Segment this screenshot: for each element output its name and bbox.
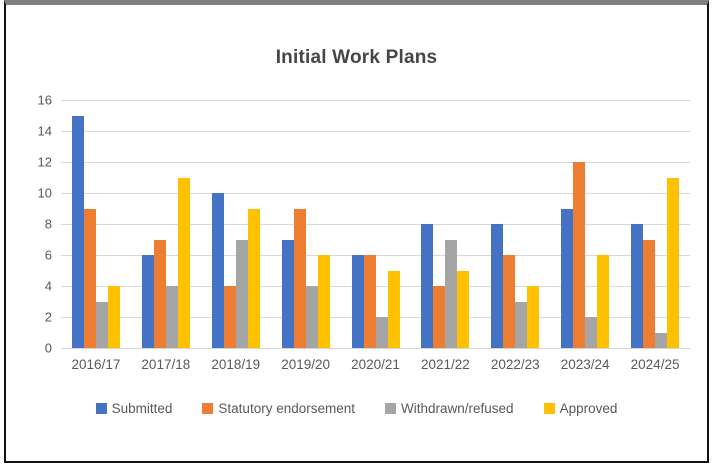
legend-item-withdrawn-refused: Withdrawn/refused — [385, 401, 514, 416]
bar-withdrawn-refused-2023/24 — [585, 317, 598, 348]
bar-submitted-2017/18 — [141, 255, 154, 348]
legend-swatch-icon — [543, 403, 555, 414]
bar-approved-2019/20 — [317, 255, 330, 348]
bar-withdrawn-refused-2019/20 — [305, 286, 318, 348]
bar-group-2022/23 — [480, 100, 550, 348]
gridline-12 — [61, 162, 690, 163]
bar-approved-2017/18 — [177, 177, 190, 348]
x-tick-label-2016/17: 2016/17 — [71, 357, 121, 372]
x-tick-label-2019/20: 2019/20 — [281, 357, 331, 372]
x-tick-label-2022/23: 2022/23 — [490, 357, 540, 372]
bar-statutory-endorsement-2017/18 — [153, 239, 166, 348]
bar-group-2021/22 — [410, 100, 480, 348]
bar-withdrawn-refused-2021/22 — [445, 239, 458, 348]
bar-submitted-2018/19 — [211, 193, 224, 348]
bar-group-2023/24 — [550, 100, 620, 348]
bar-approved-2016/17 — [107, 286, 120, 348]
legend-item-statutory-endorsement: Statutory endorsement — [202, 401, 355, 416]
gridline-14 — [61, 131, 690, 132]
x-axis-labels: 2016/17 2017/18 2018/19 2019/20 2020/21 2021/… — [61, 357, 690, 372]
bar-statutory-endorsement-2024/25 — [643, 239, 656, 348]
bar-statutory-endorsement-2023/24 — [573, 162, 586, 348]
legend-label: Withdrawn/refused — [401, 401, 514, 416]
bar-group-2020/21 — [341, 100, 411, 348]
x-tick-label-2017/18: 2017/18 — [141, 357, 191, 372]
bar-approved-2022/23 — [527, 286, 540, 348]
y-tick-label-8: 8 — [44, 216, 52, 232]
plot-area: 0 2 4 6 8 10 12 14 16 — [38, 93, 690, 356]
bar-submitted-2016/17 — [71, 115, 84, 348]
bar-approved-2018/19 — [247, 208, 260, 348]
bar-approved-2023/24 — [597, 255, 610, 348]
y-tick-label-12: 12 — [37, 154, 52, 170]
bar-groups — [61, 100, 690, 348]
legend: Submitted Statutory endorsement Withdrawn/… — [6, 401, 707, 416]
bar-approved-2020/21 — [387, 270, 400, 348]
bar-submitted-2021/22 — [421, 224, 434, 348]
bar-group-2018/19 — [201, 100, 271, 348]
y-tick-label-4: 4 — [44, 278, 52, 294]
gridline-0 — [61, 348, 690, 349]
gridline-8 — [61, 224, 690, 225]
chart-title: Initial Work Plans — [275, 47, 438, 68]
legend-label: Submitted — [111, 401, 173, 416]
legend-item-approved: Approved — [543, 401, 618, 416]
bar-statutory-endorsement-2022/23 — [503, 255, 516, 348]
bar-statutory-endorsement-2021/22 — [433, 286, 446, 348]
x-tick-label-2018/19: 2018/19 — [211, 357, 261, 372]
bar-withdrawn-refused-2018/19 — [235, 239, 248, 348]
bar-withdrawn-refused-2016/17 — [95, 301, 108, 348]
gridline-16 — [61, 100, 690, 101]
y-tick-label-6: 6 — [44, 247, 52, 263]
gridline-6 — [61, 255, 690, 256]
gridline-4 — [61, 286, 690, 287]
bar-submitted-2023/24 — [561, 208, 574, 348]
bar-approved-2024/25 — [667, 177, 680, 348]
x-tick-label-2024/25: 2024/25 — [630, 357, 680, 372]
bar-submitted-2019/20 — [281, 239, 294, 348]
legend-swatch-icon — [385, 403, 396, 414]
legend-swatch-icon — [202, 403, 214, 414]
x-tick-label-2023/24: 2023/24 — [560, 357, 610, 372]
y-tick-label-10: 10 — [37, 185, 52, 201]
bar-submitted-2020/21 — [351, 255, 364, 348]
y-tick-label-0: 0 — [44, 340, 52, 356]
gridline-10 — [61, 193, 690, 194]
bar-submitted-2024/25 — [631, 224, 644, 348]
bar-submitted-2022/23 — [491, 224, 504, 348]
x-tick-label-2020/21: 2020/21 — [351, 357, 400, 372]
bar-withdrawn-refused-2017/18 — [165, 286, 178, 348]
bar-statutory-endorsement-2020/21 — [363, 255, 376, 348]
legend-label: Approved — [559, 401, 618, 416]
y-tick-label-16: 16 — [37, 92, 52, 108]
y-tick-label-2: 2 — [44, 309, 52, 325]
bar-approved-2021/22 — [457, 270, 470, 348]
legend-swatch-icon — [95, 403, 107, 414]
bar-group-2019/20 — [271, 100, 341, 348]
bar-group-2024/25 — [620, 100, 690, 348]
legend-item-submitted: Submitted — [95, 401, 173, 416]
bar-group-2016/17 — [61, 100, 131, 348]
chart-frame: Initial Work Plans 0 2 4 6 8 10 12 14 16 2016/17… — [4, 0, 709, 463]
bar-statutory-endorsement-2016/17 — [83, 208, 96, 348]
bar-statutory-endorsement-2019/20 — [293, 208, 306, 348]
bar-statutory-endorsement-2018/19 — [223, 286, 236, 348]
bar-group-2017/18 — [131, 100, 201, 348]
bar-withdrawn-refused-2024/25 — [655, 332, 668, 348]
bar-withdrawn-refused-2020/21 — [375, 317, 388, 348]
x-tick-label-2021/22: 2021/22 — [420, 357, 470, 372]
y-tick-label-14: 14 — [37, 123, 52, 139]
bar-withdrawn-refused-2022/23 — [515, 301, 528, 348]
legend-label: Statutory endorsement — [218, 401, 355, 416]
